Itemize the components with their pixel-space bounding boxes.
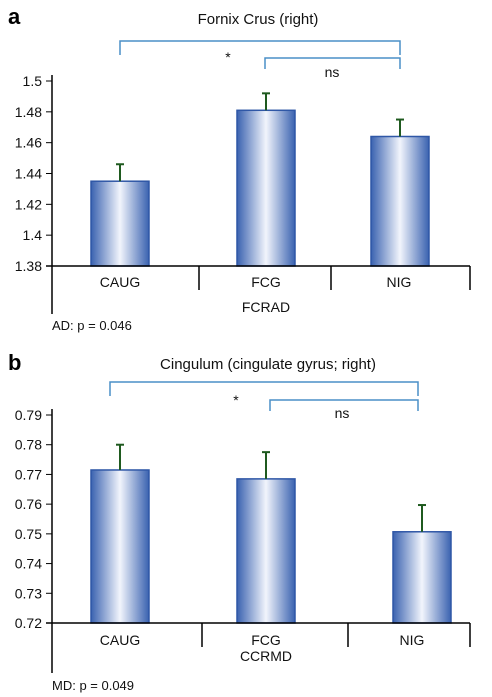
panel-b-title: Cingulum (cingulate gyrus; right): [160, 356, 376, 373]
y-tick-label: 0.78: [15, 437, 42, 453]
panel-a-xlabel: FCRAD: [242, 299, 290, 315]
y-tick-label: 1.38: [15, 258, 42, 274]
significance-star: *: [225, 49, 231, 65]
y-tick-label: 1.5: [23, 73, 43, 89]
y-tick-label: 0.72: [15, 615, 42, 631]
y-tick-label: 1.44: [15, 166, 42, 182]
y-tick-label: 0.75: [15, 526, 42, 542]
bar-fcg: [236, 109, 296, 267]
significance-bracket-inner: [264, 57, 401, 69]
panel-a-category-caug: CAUG: [100, 274, 140, 290]
panel-a-title: Fornix Crus (right): [198, 11, 319, 28]
bar-fcg: [236, 478, 296, 624]
panel-b-category-caug: CAUG: [100, 632, 140, 648]
panel-a-bars: [90, 92, 430, 267]
significance-ns: ns: [325, 64, 340, 80]
panel-a-note: AD: p = 0.046: [52, 318, 132, 333]
panel-b-bars: [90, 443, 452, 624]
panel-a-label: a: [8, 4, 21, 29]
y-tick-label: 0.73: [15, 585, 42, 601]
panel-a: a Fornix Crus (right) 1.38 1.4 1.42 1.44 1.4…: [8, 4, 471, 333]
significance-ns: ns: [335, 405, 350, 421]
panel-b-y-ticks: 0.72 0.73 0.74 0.75 0.76 0.77 0.78 0.79: [15, 407, 52, 631]
panel-b-xlabel: CCRMD: [240, 648, 292, 664]
y-tick-label: 0.74: [15, 556, 42, 572]
panel-b-significance: * ns: [109, 381, 419, 421]
y-tick-label: 0.77: [15, 466, 42, 482]
significance-bracket-inner: [269, 399, 419, 411]
y-tick-label: 1.48: [15, 104, 42, 120]
y-tick-label: 0.76: [15, 496, 42, 512]
panel-b-axes: [46, 409, 471, 673]
panel-a-category-fcg: FCG: [251, 274, 281, 290]
panel-b-label: b: [8, 350, 21, 375]
bar-nig: [370, 135, 430, 267]
bar-caug: [90, 469, 150, 624]
bar-nig: [392, 531, 452, 624]
significance-bracket-outer: [109, 381, 419, 396]
bar-caug: [90, 180, 150, 267]
significance-bracket-outer: [119, 40, 401, 55]
panel-b-note: MD: p = 0.049: [52, 678, 134, 693]
panel-b: b Cingulum (cingulate gyrus; right) 0.72…: [8, 350, 471, 693]
y-tick-label: 1.4: [23, 227, 43, 243]
panel-a-significance: * ns: [119, 40, 401, 80]
panel-a-axes: [46, 75, 471, 314]
panel-a-category-nig: NIG: [387, 274, 412, 290]
panel-a-y-ticks: 1.38 1.4 1.42 1.44 1.46 1.48 1.5: [15, 73, 52, 274]
panel-b-category-fcg: FCG: [251, 632, 281, 648]
panel-b-category-nig: NIG: [400, 632, 425, 648]
y-tick-label: 0.79: [15, 407, 42, 423]
y-tick-label: 1.46: [15, 135, 42, 151]
y-tick-label: 1.42: [15, 196, 42, 212]
significance-star: *: [233, 392, 239, 408]
